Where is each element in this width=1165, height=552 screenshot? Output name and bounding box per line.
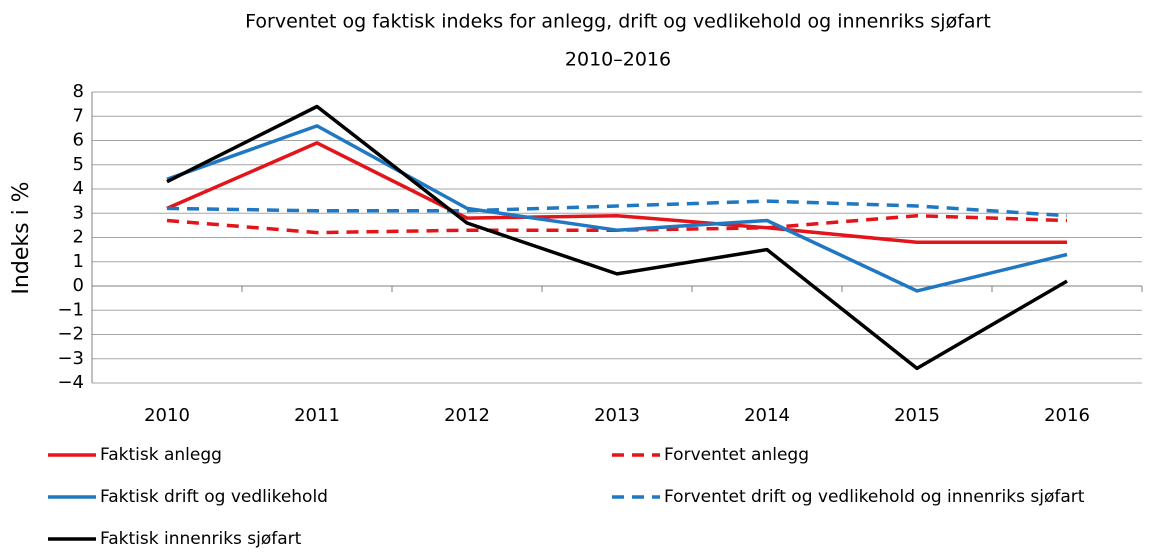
y-tick-label: 2 [73,227,84,248]
y-tick-label: 4 [73,178,84,199]
legend-label: Faktisk drift og vedlikehold [100,487,328,507]
legend-label: Faktisk anlegg [100,445,222,465]
y-tick-label: 3 [73,202,84,223]
y-tick-label: 0 [73,275,84,296]
series-line [166,141,1067,245]
y-tick-label: −3 [57,348,84,369]
x-tick-label: 2016 [1044,405,1090,426]
y-tick-label: 5 [73,154,84,175]
y-tick-label: −1 [57,299,84,320]
x-tick-label: 2011 [294,405,340,426]
legend-label: Forventet drift og vedlikehold og innenr… [664,487,1085,507]
x-tick-label: 2010 [144,405,190,426]
legend-label: Forventet anlegg [664,445,809,465]
y-tick-label: 6 [73,130,84,151]
y-tick-label: −4 [57,372,84,393]
y-axis-label: Indeks i % [9,181,34,294]
x-tick-label: 2013 [594,405,640,426]
series-line [166,124,1068,293]
x-tick-label: 2015 [894,405,940,426]
y-tick-label: −2 [57,324,84,345]
y-tick-label: 1 [73,251,84,272]
x-tick-label: 2014 [744,405,790,426]
legend-label: Faktisk innenriks sjøfart [100,529,302,549]
chart-title: Forventet og faktisk indeks for anlegg, … [245,11,991,33]
series-line [166,199,1068,218]
y-tick-label: 7 [73,105,84,126]
series-line [166,104,1068,371]
y-tick-label: 8 [73,81,84,102]
chart-subtitle: 2010–2016 [565,49,671,71]
x-tick-label: 2012 [444,405,490,426]
